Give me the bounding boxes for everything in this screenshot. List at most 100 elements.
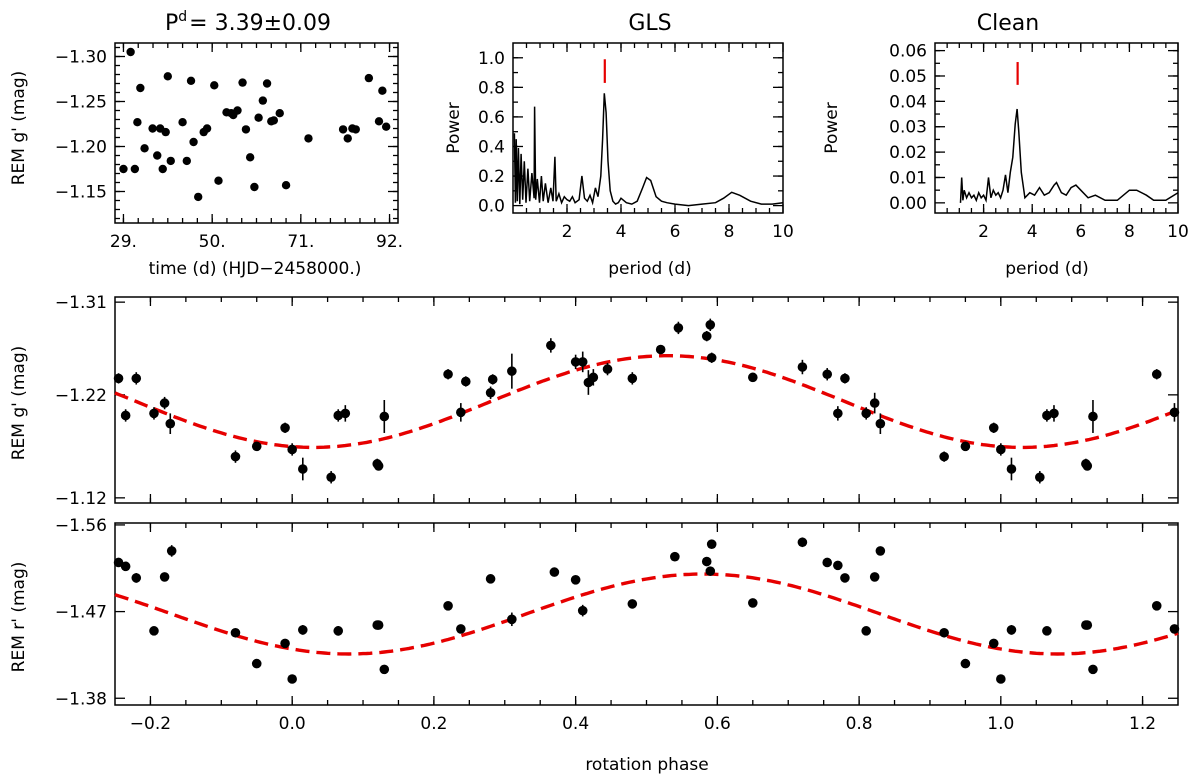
phase-r-point xyxy=(706,539,717,549)
light-curve-point xyxy=(153,151,162,160)
light-curve-point xyxy=(258,96,268,105)
phase-g-point xyxy=(280,423,290,433)
phase-g-point xyxy=(456,407,466,418)
phase-g-point xyxy=(1169,407,1180,418)
light-curve-point xyxy=(338,125,348,134)
light-curve-xtick-label: 29. xyxy=(110,232,137,252)
phase-r-point xyxy=(939,627,949,638)
light-curve-xtick-label: 71. xyxy=(287,232,314,252)
phase-g-point xyxy=(748,372,758,383)
clean-xtick-label: 10 xyxy=(1167,222,1189,242)
light-curve-point xyxy=(133,118,142,127)
gls-ytick-label: 0.6 xyxy=(478,108,505,128)
phase-g-point xyxy=(861,408,871,419)
phase-g-point xyxy=(822,369,833,380)
phase-r-point xyxy=(822,557,833,568)
clean-xlabel: period (d) xyxy=(1005,259,1089,279)
clean-ytick-label: 0.03 xyxy=(889,118,927,138)
phase-g-ytick-label: −1.31 xyxy=(55,293,107,313)
phase-g-point xyxy=(443,369,453,380)
clean-power-line xyxy=(959,108,1179,204)
clean-ytick-label: 0.06 xyxy=(889,42,927,62)
clean-ytick-label: 0.04 xyxy=(889,92,927,112)
gls-power-line xyxy=(513,93,784,207)
light-curve-point xyxy=(269,116,279,125)
light-curve-point xyxy=(166,156,175,166)
phase-g-point xyxy=(996,444,1006,455)
phase-g-point xyxy=(701,331,712,341)
phase-g-point xyxy=(379,411,390,422)
light-curve-point xyxy=(343,134,352,143)
light-curve-point xyxy=(304,134,313,143)
phase-g-ytick-label: −1.22 xyxy=(55,386,107,406)
clean-ytick-label: 0.01 xyxy=(889,168,927,188)
gls-xtick-label: 10 xyxy=(772,222,794,242)
light-curve-ytick-label: −1.30 xyxy=(55,48,107,68)
phase-g-point xyxy=(149,408,159,419)
clean-xtick-label: 4 xyxy=(1027,222,1038,242)
light-curve-point xyxy=(374,117,384,126)
phase-r-point xyxy=(120,561,131,572)
light-curve-ytick-label: −1.15 xyxy=(55,183,107,203)
phase-g-point xyxy=(833,408,843,419)
light-curve-point xyxy=(378,86,387,95)
phase-g-point xyxy=(1151,369,1162,380)
light-curve-point xyxy=(126,47,135,57)
phase-g-ylabel: REM g' (mag) xyxy=(9,346,29,461)
phase-r-point xyxy=(861,626,871,636)
phase-r-xtick-label: 1.0 xyxy=(987,714,1014,734)
light-curve-point xyxy=(351,125,360,134)
clean-frame xyxy=(934,42,1179,214)
phase-g-point xyxy=(251,441,262,452)
phase-r-point xyxy=(166,546,177,556)
phase-r-point xyxy=(996,674,1006,684)
phase-r-point xyxy=(840,573,850,583)
phase-r-point xyxy=(1042,626,1052,636)
phase-g-point xyxy=(1035,472,1045,483)
phase-r-xtick-label: 1.2 xyxy=(1129,714,1156,734)
gls-xtick-label: 4 xyxy=(616,222,627,242)
phase-r-point xyxy=(577,605,588,616)
light-curve-point xyxy=(281,181,291,190)
gls-ytick-label: 0.0 xyxy=(478,197,505,217)
gls-ylabel: Power xyxy=(444,102,464,153)
clean-ylabel: Power xyxy=(822,102,842,153)
phase-g-point xyxy=(627,373,638,384)
phase-g-point xyxy=(655,344,666,355)
phase-r-point xyxy=(456,624,466,634)
phase-r-point xyxy=(570,575,581,585)
phase-r-point xyxy=(373,620,384,630)
phase-r-xtick-label: 0.6 xyxy=(704,714,731,734)
phase-r-point xyxy=(701,556,712,567)
light-curve-ytick-label: −1.25 xyxy=(55,93,107,113)
light-curve-point xyxy=(136,83,145,93)
phase-g-point xyxy=(875,418,886,429)
phase-r-xtick-label: 0.0 xyxy=(279,714,306,734)
phase-g-point xyxy=(706,352,717,363)
light-curve-xlabel: time (d) (HJD−2458000.) xyxy=(149,259,362,279)
phase-r-point xyxy=(748,598,758,608)
light-curve-point xyxy=(364,73,374,83)
clean-xtick-label: 6 xyxy=(1075,222,1086,242)
phase-r-point xyxy=(627,599,638,609)
plot-area: 29. 50. 71. 92. −1.30 −1.25 −1.20 −1.15 2 4 6 8 10 0.… xyxy=(55,42,1189,734)
phase-g-point xyxy=(113,373,124,384)
light-curve-point xyxy=(233,106,242,115)
phase-r-point xyxy=(875,546,886,556)
light-curve-point xyxy=(186,76,196,86)
rotation-phase-xlabel: rotation phase xyxy=(585,755,708,775)
phase-g-point xyxy=(131,373,142,384)
light-curve-point xyxy=(238,78,247,87)
phase-r-ytick-label: −1.38 xyxy=(55,689,107,709)
light-curve-point xyxy=(182,156,192,166)
phase-r-point xyxy=(333,626,344,636)
light-curve-title: Pd= 3.39±0.09 xyxy=(165,9,331,36)
light-curve-ylabel: REM g' (mag) xyxy=(9,71,29,186)
phase-g-point xyxy=(939,451,949,462)
gls-xlabel: period (d) xyxy=(608,259,692,279)
light-curve-point xyxy=(189,137,198,147)
light-curve-point xyxy=(158,164,167,174)
phase-g-point xyxy=(287,444,297,455)
phase-g-point xyxy=(570,357,581,367)
phase-g-point xyxy=(673,323,684,333)
